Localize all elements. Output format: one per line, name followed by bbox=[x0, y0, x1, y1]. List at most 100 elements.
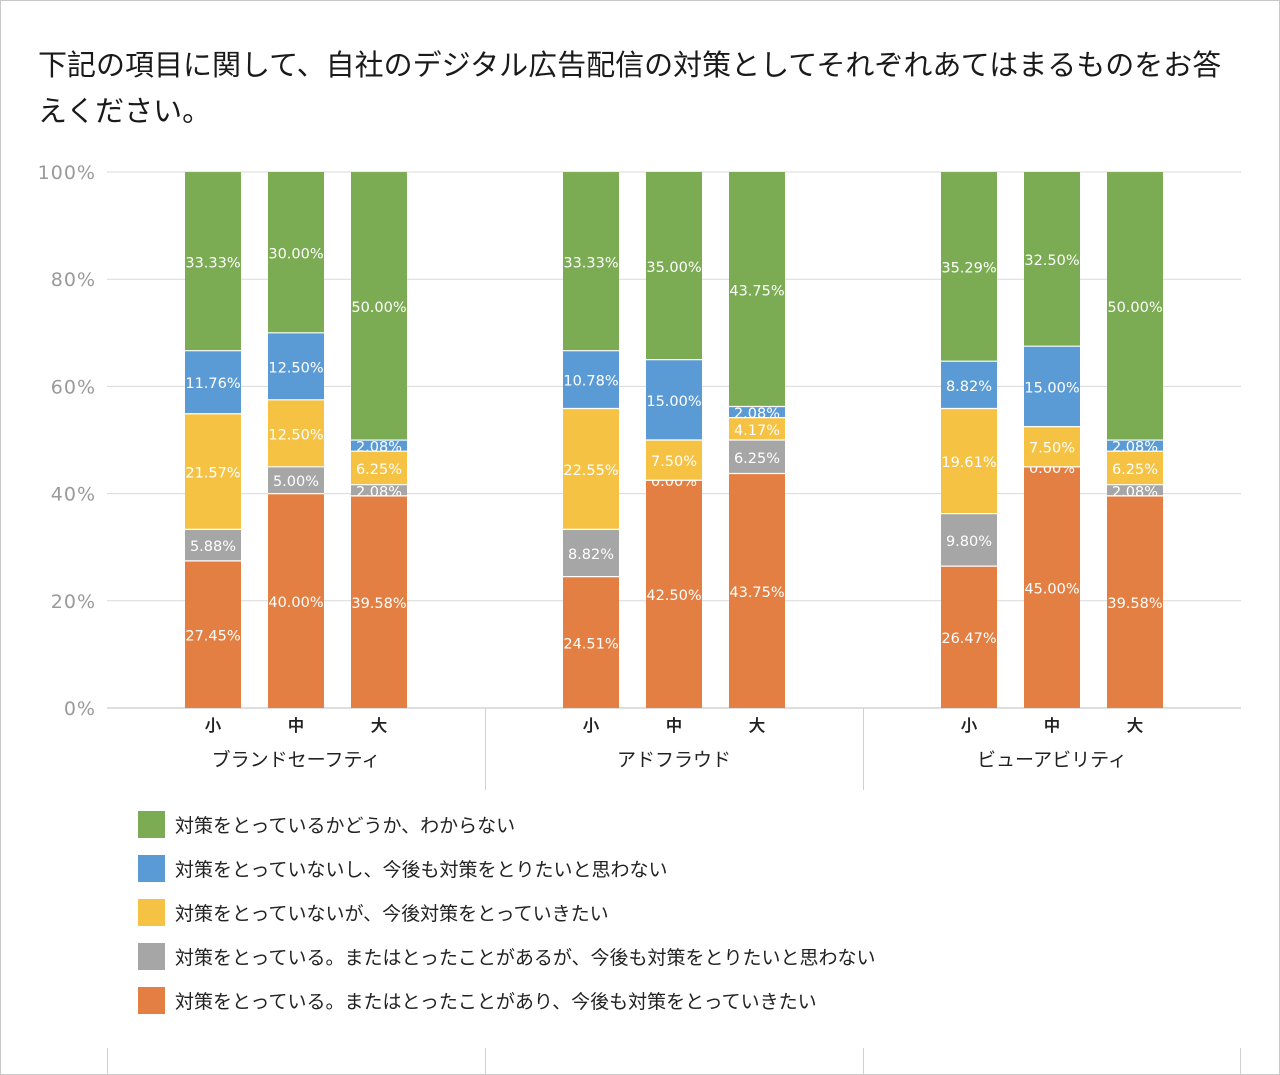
bar-segment bbox=[729, 172, 785, 407]
legend-label: 対策をとっている。またはとったことがあるが、今後も対策をとりたいと思わない bbox=[175, 946, 876, 969]
bar-segment bbox=[563, 529, 619, 577]
bar-segment bbox=[1107, 451, 1163, 485]
bar-segment bbox=[185, 529, 241, 561]
bar-segment bbox=[1024, 426, 1080, 467]
bar-segment bbox=[185, 413, 241, 530]
data-label: 35.00% bbox=[646, 260, 701, 276]
x-size-label: 大 bbox=[371, 716, 387, 735]
bar-segment bbox=[729, 417, 785, 440]
legend-item: 対策をとっている。またはとったことがあるが、今後も対策をとりたいと思わない bbox=[138, 934, 876, 978]
data-label: 6.25% bbox=[356, 462, 402, 478]
x-size-label: 中 bbox=[1044, 716, 1060, 735]
data-label: 9.80% bbox=[946, 534, 992, 550]
bar-segment bbox=[351, 440, 407, 452]
data-label: 42.50% bbox=[646, 588, 701, 604]
bar-segment bbox=[646, 480, 702, 708]
bar-segment bbox=[1107, 484, 1163, 496]
y-tick-label: 100% bbox=[38, 162, 96, 184]
data-label: 6.25% bbox=[1112, 462, 1158, 478]
data-label: 39.58% bbox=[1107, 596, 1162, 612]
legend-label: 対策をとっているかどうか、わからない bbox=[175, 814, 516, 837]
bar-segment bbox=[268, 493, 324, 708]
data-label: 8.82% bbox=[568, 547, 614, 563]
x-size-label: 大 bbox=[749, 716, 765, 735]
bar-segment bbox=[185, 350, 241, 414]
data-label: 35.29% bbox=[941, 261, 996, 277]
data-label: 12.50% bbox=[268, 360, 323, 376]
bar-segment bbox=[351, 172, 407, 441]
data-label: 5.88% bbox=[190, 539, 236, 555]
data-label: 50.00% bbox=[351, 300, 406, 316]
legend-label: 対策をとっていないし、今後も対策をとりたいと思わない bbox=[175, 858, 668, 881]
y-tick-label: 80% bbox=[51, 269, 96, 291]
data-label: 45.00% bbox=[1024, 581, 1079, 597]
bar-segment bbox=[268, 399, 324, 467]
bar-segment bbox=[268, 172, 324, 333]
data-label: 7.50% bbox=[651, 454, 697, 470]
bar-segment bbox=[941, 172, 997, 362]
bar-segment bbox=[351, 484, 407, 496]
data-label: 40.00% bbox=[268, 595, 323, 611]
legend-swatch bbox=[138, 986, 165, 1014]
data-label: 2.08% bbox=[734, 406, 780, 422]
bar-segment bbox=[729, 473, 785, 708]
bar-segment bbox=[563, 172, 619, 351]
bar-segment bbox=[563, 408, 619, 530]
bar-segment bbox=[563, 350, 619, 409]
x-size-label: 大 bbox=[1127, 716, 1143, 735]
legend-item: 対策をとっていないが、今後対策をとっていきたい bbox=[138, 890, 876, 934]
data-label: 15.00% bbox=[1024, 380, 1079, 396]
legend-item: 対策をとっているかどうか、わからない bbox=[138, 802, 876, 846]
data-label: 5.00% bbox=[273, 474, 319, 490]
bar-segment bbox=[351, 451, 407, 485]
data-label: 6.25% bbox=[734, 451, 780, 467]
bar-segment bbox=[646, 440, 702, 481]
data-label: 7.50% bbox=[1029, 441, 1075, 457]
data-label: 4.17% bbox=[734, 423, 780, 439]
data-label: 2.08% bbox=[356, 440, 402, 456]
bar-segment bbox=[563, 576, 619, 708]
x-size-label: 小 bbox=[205, 716, 221, 735]
y-tick-label: 60% bbox=[51, 376, 96, 398]
data-label: 10.78% bbox=[563, 374, 618, 390]
legend-swatch bbox=[138, 854, 165, 882]
data-label: 27.45% bbox=[185, 628, 240, 644]
legend-item: 対策をとっていないし、今後も対策をとりたいと思わない bbox=[138, 846, 876, 890]
bar-segment bbox=[268, 332, 324, 400]
data-label: 2.08% bbox=[356, 484, 402, 500]
data-label: 43.75% bbox=[729, 585, 784, 601]
data-label: 19.61% bbox=[941, 455, 996, 471]
x-size-label: 中 bbox=[666, 716, 682, 735]
data-label: 24.51% bbox=[563, 636, 618, 652]
x-group-label: ブランドセーフティ bbox=[212, 748, 381, 771]
legend: 対策をとっているかどうか、わからない対策をとっていないし、今後も対策をとりたいと… bbox=[138, 802, 876, 1022]
bar-segment bbox=[1107, 440, 1163, 452]
data-label: 50.00% bbox=[1107, 300, 1162, 316]
chart-title: 下記の項目に関して、自社のデジタル広告配信の対策としてそれぞれあてはまるものをお… bbox=[38, 48, 1222, 128]
bar-segment bbox=[1024, 172, 1080, 347]
legend-label: 対策をとっている。またはとったことがあり、今後も対策をとっていきたい bbox=[175, 990, 817, 1013]
legend-swatch bbox=[138, 898, 165, 926]
bar-segment bbox=[646, 359, 702, 440]
data-label: 32.50% bbox=[1024, 253, 1079, 269]
data-label: 33.33% bbox=[185, 255, 240, 271]
data-label: 12.50% bbox=[268, 427, 323, 443]
bar-segment bbox=[185, 172, 241, 351]
data-label: 11.76% bbox=[185, 376, 240, 392]
bar-segment bbox=[941, 408, 997, 514]
data-label: 15.00% bbox=[646, 394, 701, 410]
data-label: 26.47% bbox=[941, 631, 996, 647]
bar-segment bbox=[1024, 346, 1080, 427]
data-label: 30.00% bbox=[268, 246, 323, 262]
bar-segment bbox=[941, 361, 997, 409]
data-label: 33.33% bbox=[563, 255, 618, 271]
bar-segment bbox=[729, 406, 785, 418]
y-tick-label: 20% bbox=[51, 591, 96, 613]
bar-segment bbox=[185, 560, 241, 708]
data-label: 39.58% bbox=[351, 596, 406, 612]
legend-label: 対策をとっていないが、今後対策をとっていきたい bbox=[175, 902, 609, 925]
bar-segment bbox=[268, 466, 324, 494]
data-label: 21.57% bbox=[185, 466, 240, 482]
y-tick-label: 0% bbox=[64, 698, 96, 720]
